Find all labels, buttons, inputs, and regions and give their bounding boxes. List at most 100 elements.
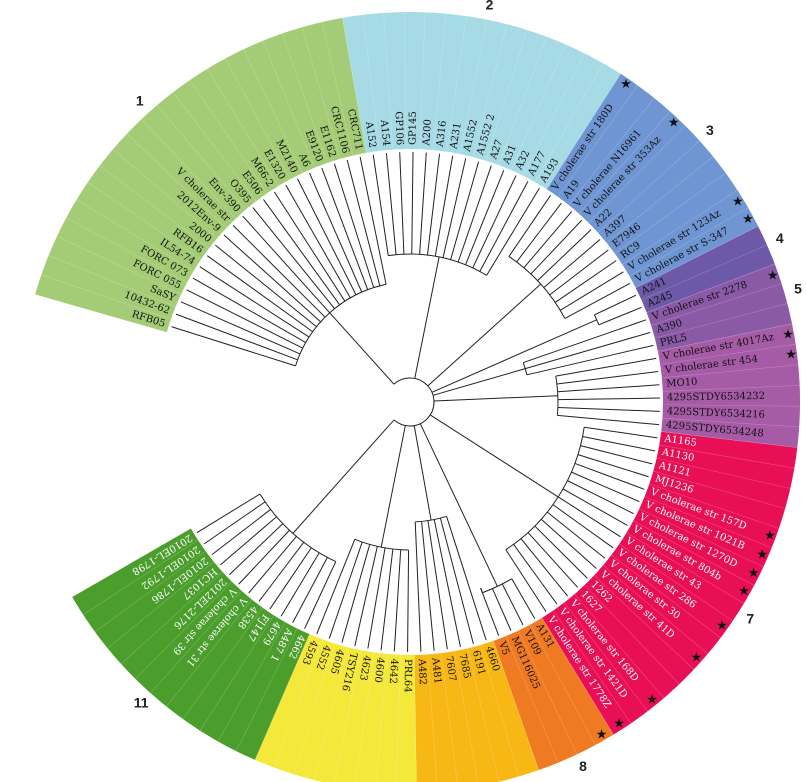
leaf-divider — [273, 639, 323, 768]
leaf-divider — [35, 294, 167, 333]
internal-branch — [336, 539, 356, 585]
clade-sector-10 — [255, 634, 417, 782]
internal-branch — [303, 552, 320, 579]
internal-branch — [530, 256, 548, 275]
internal-branch — [557, 407, 627, 411]
leaf-divider — [432, 13, 447, 151]
internal-branch — [501, 583, 507, 593]
clade-sector-9 — [414, 640, 539, 782]
leaf-label: V5 — [496, 639, 511, 657]
leaf-divider — [568, 97, 655, 206]
leaf-divider — [48, 255, 176, 308]
internal-branch — [407, 549, 410, 622]
star-marker: ★ — [756, 548, 768, 563]
leaf-label: A6 — [296, 151, 312, 169]
leaf-label: A481 — [429, 656, 443, 684]
terminal-branch — [569, 239, 601, 266]
internal-branch — [414, 521, 420, 612]
internal-branch — [562, 488, 581, 500]
terminal-branch — [232, 224, 264, 257]
leaf-label: A1165 — [663, 433, 698, 449]
terminal-branch — [385, 153, 391, 190]
leaf-label: PRL64 — [402, 659, 413, 693]
internal-branch — [338, 213, 369, 290]
leaf-divider — [94, 550, 206, 633]
leaf-divider — [650, 283, 782, 326]
internal-branch — [247, 516, 277, 542]
internal-branch — [221, 318, 301, 355]
internal-branch — [442, 210, 455, 258]
terminal-branch — [608, 397, 660, 400]
star-marker: ★ — [748, 566, 760, 581]
internal-branch — [309, 557, 328, 591]
internal-branch — [523, 244, 544, 269]
leaf-divider — [135, 581, 233, 680]
leaf-divider — [182, 607, 263, 720]
terminal-branch — [501, 175, 517, 205]
clade-arc — [482, 578, 513, 594]
clade-stem — [432, 368, 526, 396]
internal-branch — [250, 258, 322, 323]
leaf-divider — [293, 643, 335, 775]
leaf-divider — [584, 584, 680, 685]
leaf-label: 4642 — [387, 658, 400, 684]
terminal-branch — [619, 420, 660, 426]
internal-branch — [278, 542, 305, 576]
leaf-divider — [505, 635, 559, 763]
internal-branch — [526, 354, 611, 376]
internal-branch — [311, 230, 351, 299]
internal-branch — [411, 203, 413, 255]
leaf-divider — [602, 565, 708, 655]
leaf-divider — [66, 217, 188, 283]
terminal-branch — [451, 603, 461, 647]
clade-sectors — [35, 11, 801, 782]
terminal-branch — [242, 215, 277, 254]
terminal-branch — [223, 234, 252, 260]
terminal-branch — [423, 152, 427, 186]
leaf-divider — [563, 602, 648, 712]
terminal-branch — [411, 152, 414, 204]
internal-branch — [577, 454, 601, 462]
leaf-divider — [126, 133, 227, 229]
internal-branch — [221, 293, 307, 343]
terminal-branch — [536, 575, 558, 605]
internal-branch — [446, 516, 478, 612]
clade-sector-6 — [657, 323, 801, 448]
clade-stem — [433, 395, 558, 402]
terminal-branch — [316, 583, 338, 635]
leaf-divider — [546, 73, 621, 190]
leaf-divider — [446, 16, 467, 152]
terminal-branch — [171, 326, 201, 337]
leaf-divider — [141, 118, 237, 219]
internal-branch — [439, 517, 465, 609]
leaf-divider — [493, 640, 539, 771]
internal-branch — [396, 549, 402, 615]
leaf-divider — [485, 29, 528, 161]
terminal-branch — [215, 244, 258, 280]
terminal-branch — [434, 153, 441, 194]
star-marker: ★ — [764, 529, 776, 544]
terminal-branch — [565, 526, 606, 559]
leaf-divider — [553, 610, 632, 724]
internal-branch — [298, 230, 346, 302]
leaf-divider — [225, 58, 291, 180]
internal-branch — [352, 544, 371, 605]
clade-stem — [413, 425, 432, 521]
internal-branch — [421, 521, 432, 619]
clade-sector-7 — [542, 431, 798, 735]
internal-branch — [567, 480, 592, 494]
leaf-divider — [557, 85, 639, 197]
clade-stem — [380, 425, 406, 548]
terminal-branch — [519, 592, 536, 619]
leaf-divider — [166, 599, 253, 707]
internal-branch — [557, 414, 620, 422]
internal-branch — [368, 201, 387, 285]
terminal-branch — [468, 161, 480, 197]
internal-branch — [540, 518, 573, 548]
leaf-divider — [56, 236, 182, 295]
tree-branches — [171, 152, 660, 652]
leaf-divider — [498, 36, 547, 166]
leaf-divider — [189, 79, 268, 194]
leaf-divider — [41, 274, 171, 320]
terminal-branch — [599, 460, 649, 478]
